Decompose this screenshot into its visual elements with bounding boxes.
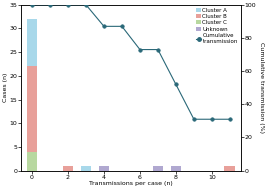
Bar (99, 166, 109, 171)
Bar (81, 166, 91, 171)
Y-axis label: Cumulative transmission (%): Cumulative transmission (%) (259, 42, 264, 133)
Bar (27, 66, 37, 152)
Bar (225, 166, 235, 171)
Bar (62, 166, 73, 171)
Legend: Cluster A, Cluster B, Cluster C, Unknown, Cumulative
transmission: Cluster A, Cluster B, Cluster C, Unknown… (197, 8, 238, 44)
Bar (27, 152, 37, 171)
Bar (152, 166, 163, 171)
X-axis label: Transmissions per case (n): Transmissions per case (n) (89, 181, 173, 186)
Y-axis label: Cases (n): Cases (n) (3, 73, 8, 102)
Bar (27, 19, 37, 66)
Bar (171, 166, 181, 171)
